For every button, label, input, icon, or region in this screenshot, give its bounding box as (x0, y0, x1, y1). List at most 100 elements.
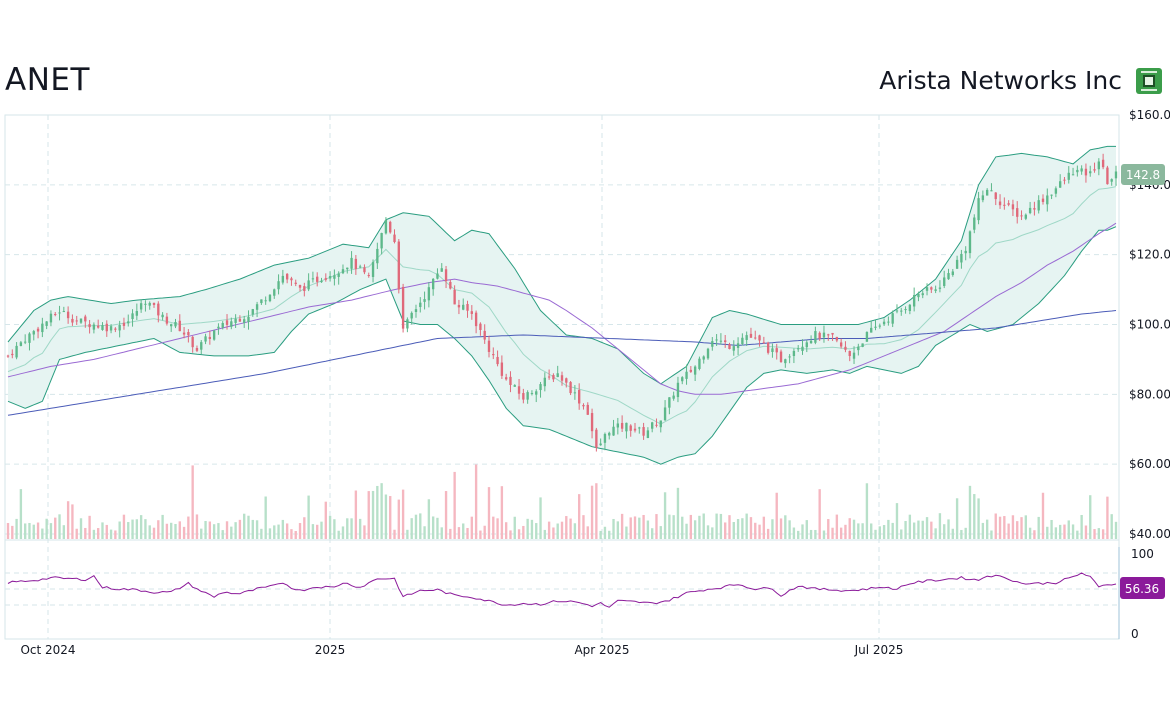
candle-body (341, 269, 345, 274)
candle-body (788, 356, 791, 358)
candle-body (947, 273, 950, 280)
candle-body (492, 354, 495, 356)
volume-bar (1067, 520, 1070, 539)
volume-bar (406, 529, 409, 539)
value-badges: 142.8 56.36 (1120, 164, 1165, 599)
volume-bar (870, 523, 873, 539)
volume-bar (603, 526, 607, 539)
candle-body (943, 277, 946, 286)
candle-body (187, 332, 190, 336)
volume-bar (1071, 524, 1075, 539)
last-price-label: 142.8 (1126, 168, 1160, 182)
candle-body (6, 355, 10, 357)
y-tick-label: $100.00 (1129, 318, 1170, 332)
candle-body (217, 326, 220, 329)
candle-body (419, 302, 422, 308)
plot-frame (4, 114, 1120, 640)
candle-body (715, 339, 718, 341)
candle-body (444, 269, 448, 282)
candle-body (11, 353, 14, 356)
volume-bar (19, 489, 23, 539)
candle-body (1063, 179, 1066, 181)
candle-body (565, 378, 568, 383)
candle-body (406, 319, 409, 329)
volume-bar (608, 530, 611, 539)
candle-body (608, 432, 611, 436)
candle-body (651, 422, 654, 429)
volume-bar (565, 516, 568, 539)
candle-body (1028, 207, 1032, 214)
candle-body (638, 427, 641, 429)
candle-body (157, 303, 160, 316)
candle-body (487, 340, 491, 352)
candle-body (358, 266, 362, 268)
volume-bar (105, 524, 108, 539)
volume-bar (363, 525, 366, 539)
volume-bar (827, 519, 830, 539)
volume-bar (943, 524, 946, 539)
volume-bar (457, 527, 461, 539)
volume-bar (616, 521, 620, 539)
candle-body (389, 221, 392, 233)
candle-body (144, 303, 147, 305)
volume-bar (281, 519, 285, 539)
candle-body (706, 348, 710, 359)
candle-body (685, 371, 688, 379)
x-tick-label: Oct 2024 (20, 643, 75, 657)
sma200-line (7, 310, 1117, 416)
bollinger-fill (8, 146, 1116, 465)
candle-body (603, 433, 607, 443)
candle-body (238, 318, 242, 322)
volume-bar (599, 530, 602, 539)
candle-body (148, 302, 151, 306)
volume-bar (539, 497, 542, 539)
candle-body (887, 321, 890, 323)
candle-body (805, 342, 808, 348)
candle-body (784, 359, 787, 364)
candle-body (556, 373, 559, 378)
candle-body (170, 324, 173, 327)
volume-bar (1063, 524, 1066, 539)
volume-bar (985, 519, 989, 539)
volume-bar (556, 523, 559, 539)
candle-body (857, 346, 860, 351)
volume-bar (878, 526, 881, 539)
volume-bar (333, 519, 336, 539)
volume-bar (260, 528, 263, 539)
candle-body (749, 333, 753, 338)
candle-body (934, 289, 937, 291)
volume-bar (852, 519, 856, 539)
volume-bar (174, 523, 177, 539)
volume-bar (139, 515, 143, 539)
candle-body (844, 346, 847, 350)
candle-body (977, 198, 980, 221)
y-tick-label: $40.00 (1129, 527, 1170, 541)
candle-body (912, 295, 916, 307)
candle-body (719, 340, 723, 342)
candle-body (535, 391, 538, 395)
candle-body (629, 425, 632, 431)
volume-bar (41, 528, 44, 539)
candle-body (960, 253, 963, 263)
volume-bar (590, 485, 594, 539)
volume-bar (522, 525, 525, 539)
candle-body (1089, 171, 1092, 174)
volume-bar (573, 523, 577, 539)
candle-body (449, 281, 452, 289)
candle-body (990, 190, 993, 192)
candle-body (1020, 215, 1023, 217)
candle-body (371, 262, 375, 277)
candle-body (479, 323, 482, 331)
candle-body (350, 257, 353, 269)
candle-body (45, 321, 48, 326)
candle-body (470, 311, 473, 314)
volume-bar (62, 525, 66, 539)
volume-bar (535, 523, 538, 539)
volume-bar (157, 520, 160, 539)
volume-bar (822, 530, 826, 539)
volume-bar (655, 514, 658, 539)
y-tick-label: $60.00 (1129, 457, 1170, 471)
candle-body (1003, 204, 1006, 206)
bollinger-bands (7, 145, 1117, 465)
